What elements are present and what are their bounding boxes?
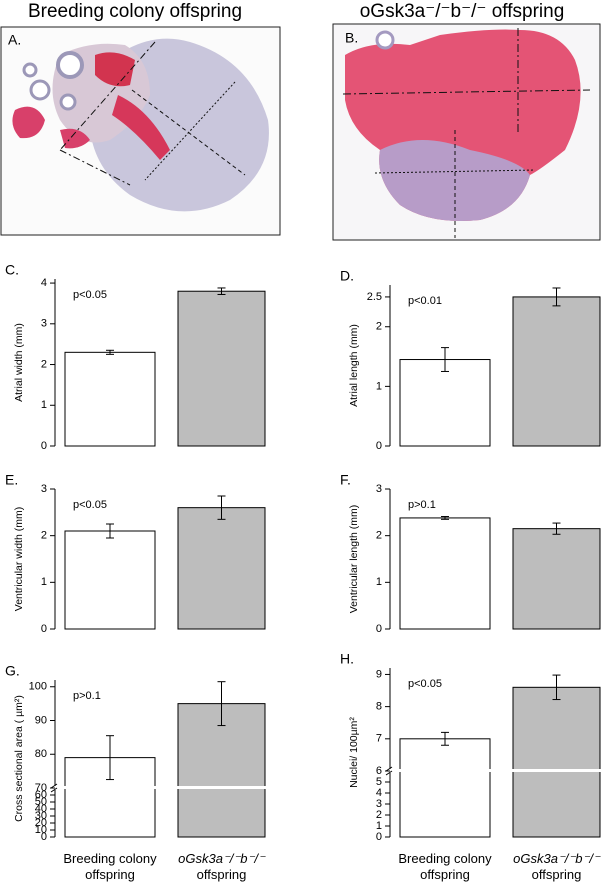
y-tick-label: 0	[41, 440, 47, 452]
panel-label: C.	[5, 262, 19, 278]
axis-break-gap	[387, 769, 606, 772]
category-label-box: Breeding colony offspring	[63, 851, 157, 882]
y-tick-label: 100	[29, 681, 47, 693]
y-axis-title: Ventricular width (mm)	[13, 507, 25, 611]
p-value: p>0.1	[73, 690, 101, 702]
y-tick-label: 4	[41, 277, 47, 289]
y-tick-label: 2.5	[367, 291, 382, 303]
category-label-box: oGsk3a⁻/⁻b⁻/⁻ offspring	[513, 851, 600, 882]
category-label-box: Breeding colony offspring	[398, 851, 492, 882]
y-axis-title: Cross sectional area ( µm²)	[13, 695, 25, 822]
y-tick-label: 1	[376, 576, 382, 588]
y-axis-title: Atrial length (mm)	[348, 324, 360, 407]
y-tick-label: 2	[41, 358, 47, 370]
y-axis-title: Ventricular length (mm)	[348, 505, 360, 614]
bar	[177, 290, 266, 447]
y-tick-label: 2	[41, 530, 47, 542]
panel-label: A.	[8, 32, 21, 48]
y-tick-label: 0	[376, 440, 382, 452]
panel-label: D.	[340, 268, 354, 284]
panel-label: B.	[345, 30, 358, 46]
y-tick-label: 5	[376, 776, 382, 788]
bar	[64, 530, 156, 630]
y-tick-label: 50	[35, 796, 47, 808]
y-tick-label: 7	[376, 733, 382, 745]
x-tick-label: Breeding colony offspring	[398, 851, 492, 882]
p-value: p<0.05	[408, 678, 442, 690]
y-tick-label: 2	[376, 530, 382, 542]
y-tick-label: 0	[41, 831, 47, 843]
y-tick-label: 80	[35, 748, 47, 760]
y-tick-label: 1	[41, 399, 47, 411]
right-title: oGsk3a⁻/⁻b⁻/⁻ offspring	[360, 1, 565, 22]
y-tick-label: 8	[376, 701, 382, 713]
panel-label: F.	[340, 472, 351, 488]
bar	[512, 296, 601, 447]
y-tick-label: 2	[376, 809, 382, 821]
p-value: p>0.1	[408, 499, 436, 511]
y-tick-label: 90	[35, 714, 47, 726]
y-tick-label: 3	[41, 483, 47, 495]
p-value: p<0.05	[73, 499, 107, 511]
category-label-box: oGsk3a⁻/⁻b⁻/⁻ offspring	[178, 851, 265, 882]
y-axis-title: Atrial width (mm)	[13, 323, 25, 402]
y-tick-label: 0	[376, 831, 382, 843]
bar	[399, 738, 491, 838]
bar	[512, 528, 601, 630]
y-tick-label: 60	[35, 789, 47, 801]
x-tick-label: Breeding colony offspring	[63, 851, 157, 882]
y-tick-label: 10	[35, 824, 47, 836]
y-tick-label: 1	[41, 576, 47, 588]
y-tick-label: 4	[376, 787, 382, 799]
y-tick-label: 20	[35, 817, 47, 829]
y-tick-label: 30	[35, 810, 47, 822]
y-tick-label: 1	[376, 380, 382, 392]
axis-break-mark	[50, 783, 58, 793]
y-tick-label: 3	[376, 483, 382, 495]
x-tick-label: oGsk3a⁻/⁻b⁻/⁻ offspring	[513, 851, 600, 882]
axis-break-mark	[385, 766, 393, 776]
p-value: p<0.01	[408, 295, 442, 307]
y-tick-label: 70	[35, 782, 47, 794]
y-tick-label: 40	[35, 803, 47, 815]
bar	[177, 507, 266, 630]
y-tick-label: 1	[376, 820, 382, 832]
bar	[64, 351, 156, 447]
panel-label: E.	[5, 472, 18, 488]
bar	[399, 359, 491, 447]
y-tick-label: 3	[41, 318, 47, 330]
axis-break-gap	[52, 786, 272, 789]
y-tick-label: 2	[376, 321, 382, 333]
histology-a: A.	[0, 26, 281, 236]
y-axis-title: Nuclei/ 100µm²	[348, 717, 360, 788]
y-tick-label: 3	[376, 798, 382, 810]
panel-label: H.	[340, 651, 354, 667]
bar	[512, 686, 601, 838]
y-tick-label: 0	[376, 623, 382, 635]
y-tick-label: 9	[376, 668, 382, 680]
x-tick-label: oGsk3a⁻/⁻b⁻/⁻ offspring	[178, 851, 265, 882]
p-value: p<0.05	[73, 289, 107, 301]
left-title: Breeding colony offspring	[28, 1, 242, 22]
y-tick-label: 0	[41, 623, 47, 635]
bar	[399, 517, 491, 630]
y-tick-label: 6	[376, 765, 382, 777]
panel-label: G.	[5, 663, 20, 679]
histology-b: B.	[332, 23, 601, 241]
